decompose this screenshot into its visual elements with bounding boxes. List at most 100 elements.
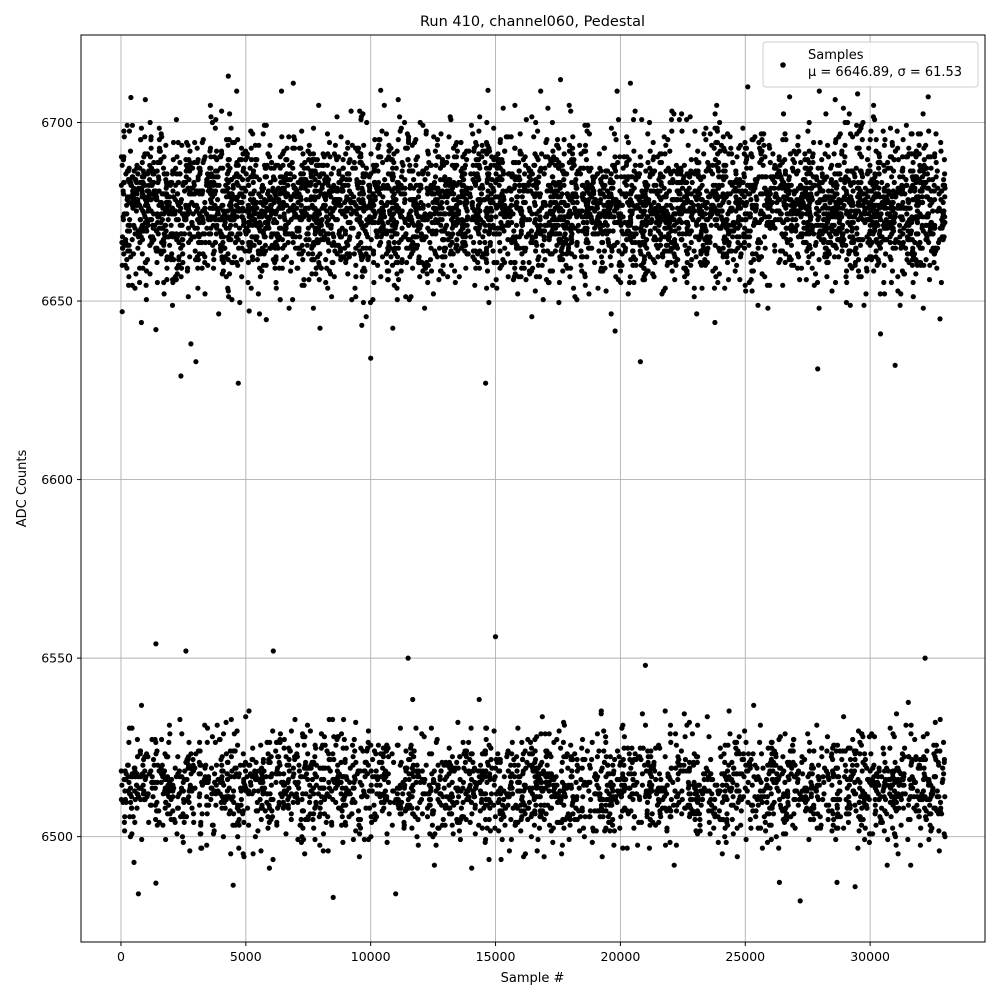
scatter-point xyxy=(406,214,411,219)
scatter-point xyxy=(843,243,848,248)
scatter-point xyxy=(329,294,334,299)
scatter-point xyxy=(280,151,285,156)
scatter-point xyxy=(625,223,630,228)
scatter-point xyxy=(923,223,928,228)
scatter-point xyxy=(817,306,822,311)
scatter-point xyxy=(747,183,752,188)
scatter-point xyxy=(577,143,582,148)
scatter-point xyxy=(393,186,398,191)
scatter-point xyxy=(927,177,932,182)
scatter-point xyxy=(742,240,747,245)
scatter-point xyxy=(154,260,159,265)
scatter-point xyxy=(182,231,187,236)
scatter-point xyxy=(194,208,199,213)
scatter-point xyxy=(521,260,526,265)
scatter-point xyxy=(570,134,575,139)
scatter-point xyxy=(460,154,465,159)
scatter-point xyxy=(371,248,376,253)
scatter-point xyxy=(239,274,244,279)
scatter-point xyxy=(307,143,312,148)
scatter-point xyxy=(317,263,322,268)
scatter-point xyxy=(519,211,524,216)
scatter-point xyxy=(675,188,680,193)
scatter-point xyxy=(837,220,842,225)
scatter-point xyxy=(449,263,454,268)
scatter-point xyxy=(743,160,748,165)
scatter-point xyxy=(917,168,922,173)
scatter-point xyxy=(874,237,879,242)
scatter-point xyxy=(864,268,869,273)
scatter-point xyxy=(796,234,801,239)
scatter-point xyxy=(170,303,175,308)
scatter-point xyxy=(326,248,331,253)
scatter-point xyxy=(159,226,164,231)
scatter-point xyxy=(232,140,237,145)
scatter-point xyxy=(346,160,351,165)
scatter-point xyxy=(684,220,689,225)
scatter-point xyxy=(572,294,577,299)
scatter-point xyxy=(875,263,880,268)
scatter-point xyxy=(810,266,815,271)
scatter-point xyxy=(499,263,504,268)
scatter-point xyxy=(386,149,391,154)
scatter-point xyxy=(155,280,160,285)
scatter-point xyxy=(437,203,442,208)
scatter-point xyxy=(473,183,478,188)
scatter-point xyxy=(518,151,523,156)
scatter-point xyxy=(257,214,262,219)
scatter-point xyxy=(402,200,407,205)
scatter-point xyxy=(208,166,213,171)
scatter-point xyxy=(477,197,482,202)
scatter-point xyxy=(484,140,489,145)
scatter-point xyxy=(836,237,841,242)
scatter-point xyxy=(891,168,896,173)
scatter-point xyxy=(915,208,920,213)
scatter-point xyxy=(548,194,553,199)
scatter-point xyxy=(195,254,200,259)
scatter-point xyxy=(311,306,316,311)
scatter-point xyxy=(677,217,682,222)
scatter-point xyxy=(855,194,860,199)
scatter-point xyxy=(926,240,931,245)
scatter-point xyxy=(272,266,277,271)
scatter-point xyxy=(547,237,552,242)
scatter-point xyxy=(567,211,572,216)
scatter-point xyxy=(470,200,475,205)
scatter-point xyxy=(818,223,823,228)
scatter-point xyxy=(926,129,931,134)
scatter-point xyxy=(742,226,747,231)
scatter-point xyxy=(613,328,618,333)
scatter-point xyxy=(751,268,756,273)
scatter-point xyxy=(567,274,572,279)
scatter-point xyxy=(391,206,396,211)
scatter-point xyxy=(694,220,699,225)
scatter-point xyxy=(495,231,500,236)
scatter-point xyxy=(542,237,547,242)
scatter-point xyxy=(444,223,449,228)
scatter-point xyxy=(781,200,786,205)
scatter-point xyxy=(121,191,126,196)
scatter-point xyxy=(472,283,477,288)
scatter-point xyxy=(566,246,571,251)
scatter-point xyxy=(815,280,820,285)
scatter-point xyxy=(317,251,322,256)
scatter-point xyxy=(618,280,623,285)
scatter-point xyxy=(868,243,873,248)
scatter-point xyxy=(430,220,435,225)
scatter-point xyxy=(872,186,877,191)
scatter-point xyxy=(524,183,529,188)
scatter-point xyxy=(343,183,348,188)
scatter-point xyxy=(874,137,879,142)
scatter-point xyxy=(140,223,145,228)
scatter-point xyxy=(371,168,376,173)
scatter-point xyxy=(662,134,667,139)
scatter-point xyxy=(469,123,474,128)
scatter-point xyxy=(575,240,580,245)
scatter-point xyxy=(267,143,272,148)
scatter-point xyxy=(137,280,142,285)
scatter-point xyxy=(662,186,667,191)
scatter-point xyxy=(343,151,348,156)
scatter-point xyxy=(541,297,546,302)
scatter-point xyxy=(888,154,893,159)
scatter-point xyxy=(443,191,448,196)
